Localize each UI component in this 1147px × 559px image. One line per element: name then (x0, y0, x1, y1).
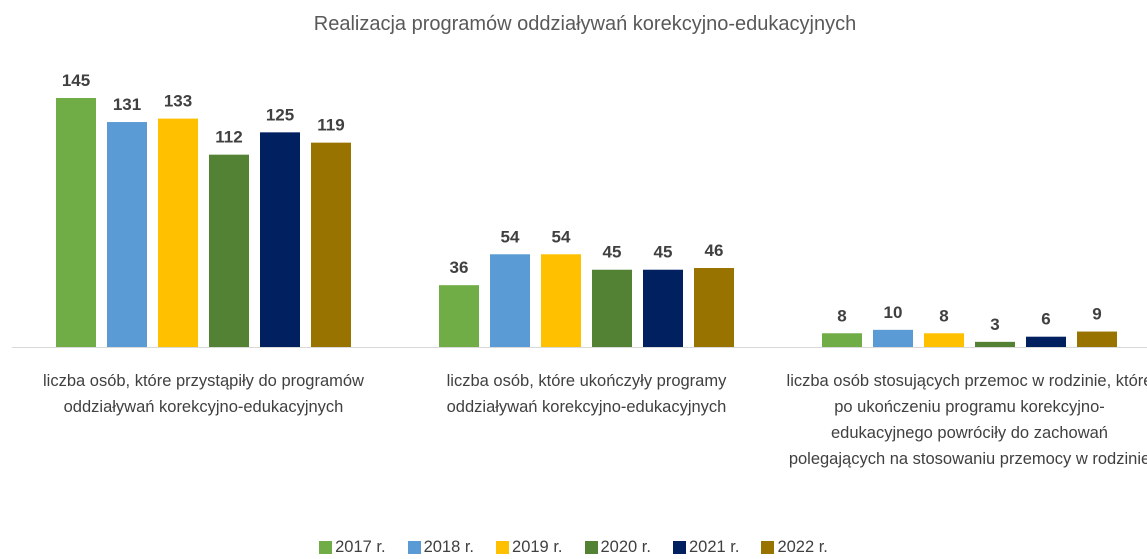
legend-swatch (584, 541, 598, 554)
legend-swatch (407, 541, 421, 554)
chart-title: Realizacja programów oddziaływań korekcy… (314, 13, 856, 35)
bar (107, 122, 147, 347)
legend-label: 2017 r. (335, 538, 386, 556)
data-label: 8 (837, 306, 846, 325)
data-label: 54 (552, 227, 571, 246)
legend-label: 2019 r. (512, 538, 563, 556)
data-label: 8 (939, 306, 948, 325)
data-label: 45 (654, 243, 673, 262)
data-label: 133 (164, 92, 192, 111)
data-label: 9 (1092, 305, 1101, 324)
bar (56, 98, 96, 347)
bar (643, 269, 683, 347)
x-tick-label: liczba osób, które przystąpiły do progra… (43, 372, 364, 416)
legend-item: 2020 r. (584, 538, 651, 557)
bar (209, 154, 249, 347)
data-label: 6 (1041, 310, 1050, 329)
bar (260, 132, 300, 347)
legend: 2017 r. 2018 r. 2019 r. 2020 r. 2021 r. 2022 … (0, 538, 1147, 557)
bar (490, 254, 530, 347)
legend-swatch (761, 541, 775, 554)
legend-item: 2018 r. (407, 538, 475, 557)
data-label: 46 (705, 241, 724, 260)
bar (592, 269, 632, 347)
data-label: 131 (113, 95, 141, 114)
bar (924, 333, 964, 347)
legend-item: 2017 r. (319, 538, 386, 557)
bar (311, 142, 351, 347)
legend-swatch (672, 541, 686, 554)
legend-label: 2020 r. (600, 538, 651, 556)
legend-swatch (496, 541, 510, 554)
x-tick-label: liczba osób stosujących przemoc w rodzin… (786, 372, 1147, 468)
data-label: 125 (266, 105, 294, 124)
data-label: 54 (501, 227, 520, 246)
legend-label: 2018 r. (423, 538, 475, 556)
bar (1077, 331, 1117, 347)
bar (822, 333, 862, 347)
bar (439, 285, 479, 347)
legend-item: 2021 r. (672, 538, 740, 557)
bar (694, 268, 734, 347)
data-label: 119 (317, 116, 344, 135)
data-label: 112 (215, 128, 242, 147)
x-tick-label: liczba osób, które ukończyły programy od… (446, 372, 727, 416)
data-label: 10 (884, 303, 903, 322)
data-label: 3 (990, 315, 999, 334)
legend-swatch (319, 541, 333, 554)
bar (541, 254, 581, 347)
bar (158, 118, 198, 347)
bar (975, 341, 1015, 347)
legend-label: 2021 r. (688, 538, 740, 556)
legend-label: 2022 r. (777, 538, 828, 556)
data-label: 145 (62, 71, 90, 90)
bar (873, 329, 913, 347)
data-label: 36 (450, 258, 469, 277)
legend-item: 2019 r. (496, 538, 563, 557)
data-label: 45 (603, 243, 622, 262)
bar (1026, 336, 1066, 347)
legend-item: 2022 r. (761, 538, 828, 557)
